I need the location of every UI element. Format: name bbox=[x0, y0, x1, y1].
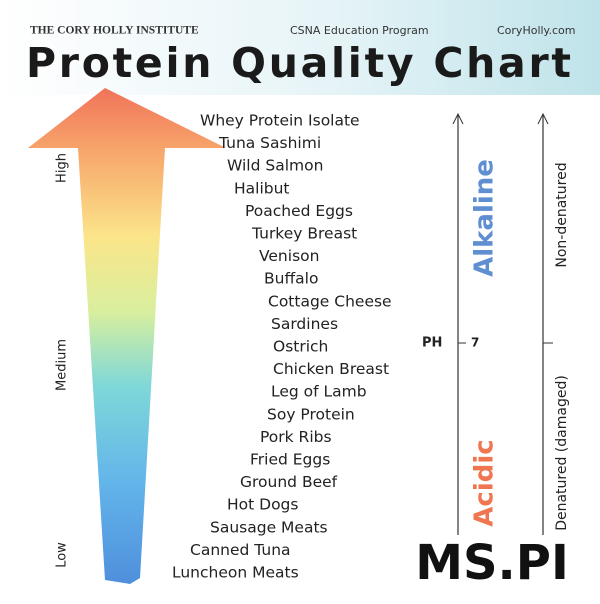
food-item: Canned Tuna bbox=[190, 541, 291, 559]
food-item: Leg of Lamb bbox=[271, 383, 367, 401]
denature-arrowhead bbox=[537, 112, 549, 125]
denatured: Denatured (damaged) bbox=[554, 375, 570, 531]
quality-low: Low bbox=[55, 542, 70, 568]
food-list: Whey Protein Isolate Tuna Sashimi Wild Sal… bbox=[172, 112, 392, 582]
program: CSNA Education Program bbox=[290, 24, 429, 37]
food-item: Hot Dogs bbox=[227, 496, 298, 514]
ph-neutral: 7 bbox=[471, 336, 479, 350]
food-item: Cottage Cheese bbox=[268, 292, 392, 310]
acidic-label: Acidic bbox=[470, 439, 500, 526]
ph-arrowhead bbox=[452, 112, 464, 125]
food-item: Halibut bbox=[234, 179, 290, 197]
food-item: Soy Protein bbox=[267, 405, 355, 423]
food-item: Luncheon Meats bbox=[172, 564, 299, 582]
food-item: Pork Ribs bbox=[260, 428, 332, 446]
food-item: Chicken Breast bbox=[273, 360, 389, 378]
food-item: Wild Salmon bbox=[227, 157, 323, 175]
logo-bg bbox=[405, 535, 580, 595]
food-item: Sardines bbox=[271, 315, 338, 333]
food-item: Poached Eggs bbox=[245, 202, 353, 220]
food-item: Turkey Breast bbox=[251, 225, 357, 243]
food-item: Tuna Sashimi bbox=[218, 134, 321, 152]
institute: THE CORY HOLLY INSTITUTE bbox=[30, 25, 199, 37]
website: CoryHolly.com bbox=[497, 24, 576, 37]
quality-high: High bbox=[55, 153, 70, 183]
food-item: Sausage Meats bbox=[210, 518, 328, 536]
alkaline-label: Alkaline bbox=[470, 159, 500, 277]
quality-medium: Medium bbox=[55, 339, 70, 391]
food-item: Ostrich bbox=[273, 338, 328, 356]
food-item: Fried Eggs bbox=[250, 451, 330, 469]
logo: MS.PI bbox=[415, 535, 569, 591]
food-item: Buffalo bbox=[264, 270, 318, 288]
non-denatured: Non-denatured bbox=[554, 162, 570, 267]
ph-label: PH bbox=[422, 336, 442, 351]
food-item: Venison bbox=[259, 247, 319, 265]
food-item: Ground Beef bbox=[240, 473, 338, 491]
quality-arrow bbox=[28, 88, 226, 584]
header-band bbox=[0, 0, 600, 95]
food-item: Whey Protein Isolate bbox=[200, 112, 360, 130]
